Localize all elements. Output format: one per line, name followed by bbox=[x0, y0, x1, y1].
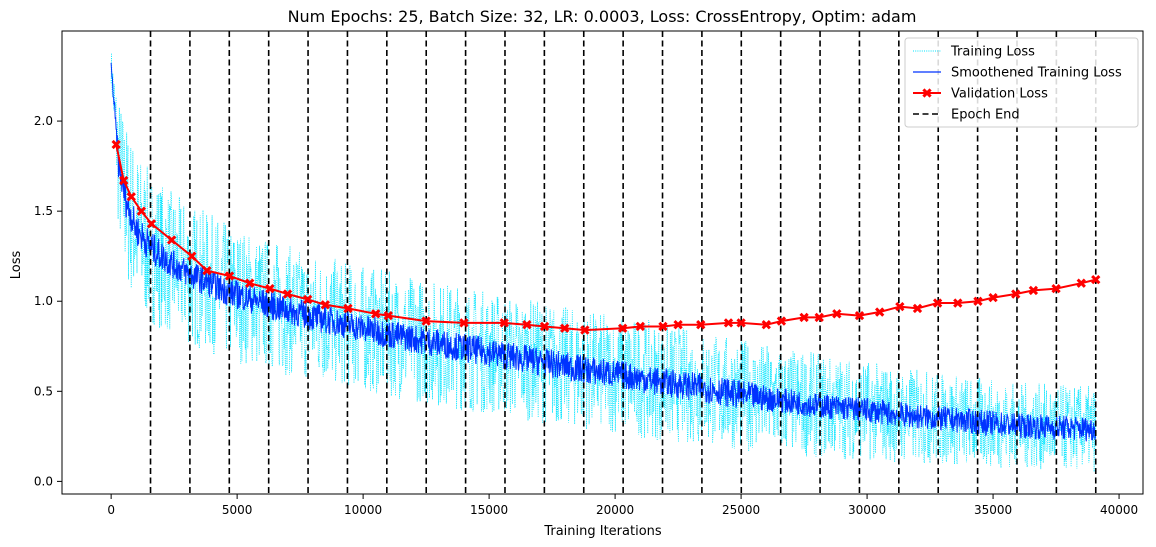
validation-loss-point bbox=[166, 235, 177, 245]
legend-box bbox=[904, 37, 1139, 128]
validation-loss-point bbox=[617, 323, 628, 333]
x-tick-label: 0 bbox=[107, 503, 115, 517]
chart-title: Num Epochs: 25, Batch Size: 32, LR: 0.00… bbox=[288, 7, 917, 26]
validation-loss-point bbox=[119, 175, 129, 186]
validation-loss-point bbox=[303, 294, 313, 305]
validation-loss-point bbox=[580, 325, 590, 335]
validation-loss-point bbox=[776, 316, 787, 326]
validation-loss-point bbox=[320, 300, 330, 310]
x-tick-label: 25000 bbox=[722, 503, 760, 517]
validation-loss-point bbox=[202, 265, 212, 276]
y-tick-label: 0.5 bbox=[34, 384, 53, 398]
validation-loss-point bbox=[635, 321, 645, 332]
axes: 0 5000 10000 15000 20000 25000 30000 35000 40000… bbox=[34, 30, 1144, 517]
validation-loss-point bbox=[1011, 289, 1021, 299]
validation-loss-point bbox=[421, 316, 431, 326]
validation-loss-point bbox=[1051, 283, 1061, 294]
legend-epoch-end-label: Epoch End bbox=[951, 108, 1020, 123]
validation-loss-point bbox=[988, 292, 998, 303]
validation-loss-point bbox=[723, 318, 734, 328]
validation-loss-point bbox=[126, 192, 136, 202]
validation-loss-point bbox=[854, 310, 865, 321]
validation-loss-point bbox=[499, 318, 509, 328]
x-tick-label: 40000 bbox=[1100, 503, 1138, 517]
y-tick-label: 0.0 bbox=[34, 474, 53, 488]
y-tick-label: 1.5 bbox=[34, 204, 53, 218]
x-tick-label: 35000 bbox=[974, 503, 1012, 517]
validation-loss-point bbox=[799, 312, 809, 323]
plot-frame bbox=[61, 30, 1144, 495]
x-tick-label: 15000 bbox=[470, 503, 508, 517]
validation-loss-point bbox=[522, 319, 532, 330]
validation-loss-point bbox=[673, 319, 683, 330]
validation-loss-point bbox=[912, 303, 923, 314]
validation-loss-point bbox=[814, 312, 824, 323]
validation-loss-point bbox=[383, 310, 393, 321]
validation-loss-point bbox=[1076, 278, 1086, 288]
legend-validation-loss-marker bbox=[922, 88, 932, 98]
smoothened-training-loss-line bbox=[110, 62, 1097, 442]
validation-loss-point bbox=[658, 321, 668, 332]
validation-loss-point bbox=[761, 319, 771, 330]
validation-loss-point bbox=[146, 219, 157, 229]
legend-validation-loss-label: Validation Loss bbox=[951, 87, 1048, 102]
validation-loss-point bbox=[1091, 274, 1101, 285]
y-tick-label: 2.0 bbox=[34, 114, 53, 128]
x-tick-label: 10000 bbox=[344, 503, 382, 517]
x-tick-label: 30000 bbox=[848, 503, 886, 517]
y-tick-label: 1.0 bbox=[34, 294, 53, 308]
validation-loss-point bbox=[895, 301, 905, 312]
validation-loss-point bbox=[539, 321, 550, 332]
legend-training-loss-label: Training Loss bbox=[950, 45, 1035, 60]
validation-loss-point bbox=[282, 289, 293, 299]
plot-area bbox=[110, 31, 1101, 494]
validation-loss-point bbox=[696, 319, 706, 330]
validation-loss-point bbox=[560, 323, 570, 333]
legend: Training Loss Smoothened Training Loss Val… bbox=[904, 37, 1139, 128]
validation-loss-point bbox=[953, 298, 963, 308]
validation-loss-point bbox=[371, 309, 381, 319]
y-axis-label: Loss bbox=[9, 251, 24, 280]
validation-loss-point bbox=[343, 303, 353, 314]
validation-loss-point bbox=[832, 309, 842, 319]
validation-loss-point bbox=[1028, 285, 1039, 296]
validation-loss-point bbox=[875, 307, 885, 317]
validation-loss-point bbox=[736, 318, 746, 328]
x-tick-label: 5000 bbox=[222, 503, 253, 517]
x-tick-label: 20000 bbox=[596, 503, 634, 517]
legend-smoothened-training-loss-label: Smoothened Training Loss bbox=[951, 66, 1122, 81]
validation-loss-point bbox=[459, 318, 469, 328]
validation-loss-point bbox=[265, 283, 275, 294]
validation-loss-point bbox=[111, 139, 121, 150]
validation-loss-point bbox=[973, 296, 983, 306]
x-axis-label: Training Iterations bbox=[543, 524, 662, 539]
validation-loss-point bbox=[245, 278, 255, 288]
validation-loss-point bbox=[136, 206, 147, 216]
validation-loss-point bbox=[224, 271, 235, 281]
validation-loss-point bbox=[187, 251, 197, 261]
validation-loss-point bbox=[932, 298, 943, 308]
